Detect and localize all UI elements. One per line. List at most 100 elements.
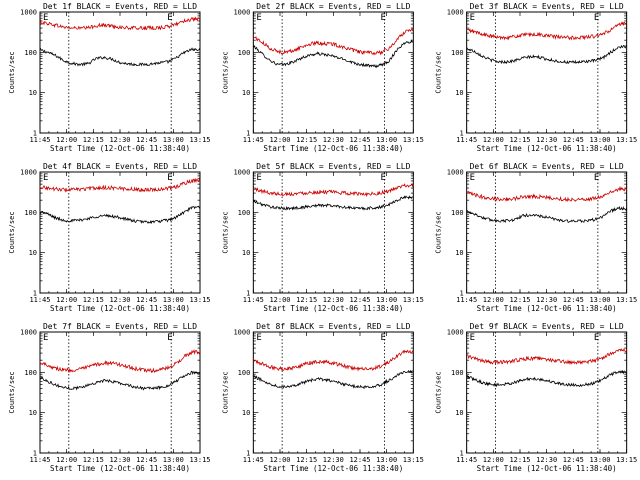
x-tick-label: 12:30 xyxy=(109,456,130,464)
x-tick-label: 13:00 xyxy=(163,296,184,304)
x-tick-label: 13:15 xyxy=(616,296,637,304)
plot-title: Det 5f BLACK = Events, RED = LLD xyxy=(256,162,410,171)
y-tick-label: 10 xyxy=(455,89,463,97)
x-tick-label: 13:00 xyxy=(589,136,610,144)
x-tick-label: 11:45 xyxy=(456,456,477,464)
x-tick-label: 12:45 xyxy=(349,456,370,464)
y-axis-label: Counts/sec xyxy=(435,51,443,93)
events-series-line xyxy=(252,195,414,211)
x-tick-label: 13:00 xyxy=(589,456,610,464)
x-tick-label: 13:15 xyxy=(189,136,210,144)
x-tick-label: 12:30 xyxy=(536,456,557,464)
events-series-line xyxy=(252,39,414,69)
x-tick-label: 12:30 xyxy=(109,296,130,304)
x-tick-label: 12:30 xyxy=(536,296,557,304)
x-tick-label: 12:15 xyxy=(509,296,530,304)
x-tick-label: 13:15 xyxy=(189,296,210,304)
x-tick-label: 13:15 xyxy=(189,456,210,464)
y-tick-label: 1000 xyxy=(20,169,37,177)
event-annotation: E xyxy=(470,333,475,343)
x-tick-label: 12:00 xyxy=(269,456,290,464)
plot-title: Det 8f BLACK = Events, RED = LLD xyxy=(256,322,410,331)
plot-frame xyxy=(252,331,414,454)
x-tick-label: 12:15 xyxy=(296,136,317,144)
y-tick-label: 10 xyxy=(242,89,250,97)
y-tick-label: 10 xyxy=(29,409,37,417)
event-annotation: E xyxy=(43,333,48,343)
x-tick-label: 12:00 xyxy=(483,136,504,144)
y-tick-label: 10 xyxy=(29,89,37,97)
x-tick-label: 12:15 xyxy=(296,456,317,464)
x-axis-label: Start Time (12-Oct-06 11:38:40) xyxy=(477,464,617,473)
plot-panel: Det 5f BLACK = Events, RED = LLD 1 10 100 10… xyxy=(221,162,424,313)
y-tick-label: 100 xyxy=(238,209,251,217)
x-tick-label: 11:45 xyxy=(456,296,477,304)
y-tick-label: 1000 xyxy=(20,9,37,17)
y-tick-label: 100 xyxy=(24,209,37,217)
event-annotation: E xyxy=(381,13,386,23)
event-annotation: E xyxy=(43,173,48,183)
y-tick-label: 1 xyxy=(246,130,250,138)
x-tick-label: 11:45 xyxy=(243,456,264,464)
y-tick-label: 1 xyxy=(246,450,250,458)
y-tick-label: 1 xyxy=(459,450,463,458)
y-axis-label: Counts/sec xyxy=(221,371,229,413)
y-tick-label: 1 xyxy=(246,290,250,298)
x-tick-label: 11:45 xyxy=(243,136,264,144)
x-tick-label: 13:00 xyxy=(163,456,184,464)
y-tick-label: 1000 xyxy=(20,329,37,337)
plot-panel: Det 1f BLACK = Events, RED = LLD 1 10 100 10… xyxy=(8,2,211,153)
event-annotation: E xyxy=(381,333,386,343)
x-tick-label: 13:00 xyxy=(589,296,610,304)
x-tick-label: 13:15 xyxy=(616,456,637,464)
plot-frame xyxy=(466,11,628,134)
y-tick-label: 10 xyxy=(455,249,463,257)
x-tick-label: 12:00 xyxy=(269,296,290,304)
plot-frame xyxy=(466,331,628,454)
x-tick-label: 12:15 xyxy=(509,456,530,464)
events-series-line xyxy=(39,205,201,225)
x-tick-label: 12:45 xyxy=(563,456,584,464)
plot-title: Det 2f BLACK = Events, RED = LLD xyxy=(256,2,410,11)
plot-panel: Det 9f BLACK = Events, RED = LLD 1 10 100 10… xyxy=(435,322,638,473)
x-tick-label: 12:15 xyxy=(83,456,104,464)
x-tick-label: 13:15 xyxy=(403,296,424,304)
y-tick-label: 1000 xyxy=(447,329,464,337)
x-tick-label: 12:30 xyxy=(109,136,130,144)
y-tick-label: 100 xyxy=(24,369,37,377)
x-tick-label: 12:30 xyxy=(323,296,344,304)
lld-series-line xyxy=(466,21,628,41)
plot-title: Det 4f BLACK = Events, RED = LLD xyxy=(43,162,197,171)
x-tick-label: 12:15 xyxy=(83,136,104,144)
event-annotation: E xyxy=(594,13,599,23)
y-tick-label: 100 xyxy=(238,369,251,377)
events-series-line xyxy=(466,44,627,65)
plot-frame xyxy=(39,11,201,134)
x-axis-label: Start Time (12-Oct-06 11:38:40) xyxy=(477,304,617,313)
x-tick-label: 12:00 xyxy=(269,136,290,144)
plot-frame xyxy=(466,171,628,294)
y-tick-label: 1000 xyxy=(233,9,250,17)
event-annotation: E xyxy=(43,13,48,23)
plot-panel: Det 3f BLACK = Events, RED = LLD 1 10 100 10… xyxy=(435,2,638,153)
x-tick-label: 12:45 xyxy=(563,136,584,144)
x-tick-label: 11:45 xyxy=(29,136,50,144)
y-axis-label: Counts/sec xyxy=(221,51,229,93)
y-axis-label: Counts/sec xyxy=(435,371,443,413)
y-axis-label: Counts/sec xyxy=(8,211,16,253)
y-tick-label: 1 xyxy=(33,290,37,298)
plot-frame xyxy=(39,171,201,294)
x-axis-label: Start Time (12-Oct-06 11:38:40) xyxy=(50,304,190,313)
x-tick-label: 12:15 xyxy=(509,136,530,144)
y-axis-label: Counts/sec xyxy=(435,211,443,253)
x-tick-label: 11:45 xyxy=(243,296,264,304)
x-axis-label: Start Time (12-Oct-06 11:38:40) xyxy=(50,144,190,153)
x-tick-label: 12:00 xyxy=(483,296,504,304)
x-axis-label: Start Time (12-Oct-06 11:38:40) xyxy=(50,464,190,473)
event-annotation: E xyxy=(594,333,599,343)
plot-title: Det 1f BLACK = Events, RED = LLD xyxy=(43,2,197,11)
events-series-line xyxy=(466,205,628,224)
y-tick-label: 10 xyxy=(242,249,250,257)
x-tick-label: 12:45 xyxy=(136,296,157,304)
lld-series-line xyxy=(252,183,414,198)
